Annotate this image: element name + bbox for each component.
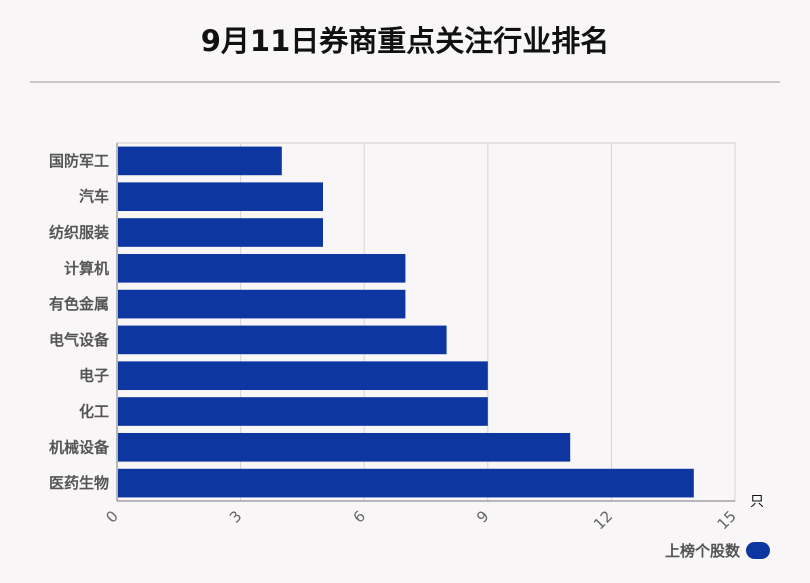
legend-swatch[interactable] [746, 542, 770, 559]
x-tick-label: 6 [350, 507, 369, 526]
title-divider [30, 81, 780, 83]
bar[interactable] [118, 289, 406, 319]
x-tick-label: 15 [714, 507, 740, 533]
bars [118, 146, 694, 498]
category-label: 国防军工 [49, 152, 109, 170]
category-label: 汽车 [79, 188, 109, 206]
x-unit-label: 只 [750, 494, 764, 510]
bar[interactable] [118, 468, 694, 498]
x-tick-label: 9 [473, 507, 492, 526]
bar[interactable] [118, 253, 406, 283]
bar[interactable] [118, 182, 323, 212]
bar[interactable] [118, 361, 488, 391]
category-label: 计算机 [64, 259, 109, 277]
legend-label: 上榜个股数 [664, 542, 740, 560]
category-label: 纺织服装 [49, 224, 110, 242]
legend: 上榜个股数 [665, 540, 770, 561]
category-label: 有色金属 [49, 295, 109, 313]
bar[interactable] [118, 397, 488, 426]
bar[interactable] [118, 146, 282, 176]
category-label: 电子 [79, 367, 109, 385]
category-label: 电气设备 [49, 331, 110, 349]
chart-title: 9月11日券商重点关注行业排名 [200, 24, 610, 58]
x-tick-labels: 0 3 6 9 12 15 [102, 507, 739, 533]
bar[interactable] [118, 325, 447, 355]
category-label: 医药生物 [49, 474, 109, 492]
bar[interactable] [118, 432, 571, 462]
bar[interactable] [118, 218, 323, 247]
x-tick-label: 0 [102, 507, 121, 526]
x-tick-label: 3 [226, 507, 245, 526]
category-label: 机械设备 [49, 438, 110, 456]
x-tick-label: 12 [590, 507, 616, 533]
category-label: 化工 [79, 403, 109, 421]
